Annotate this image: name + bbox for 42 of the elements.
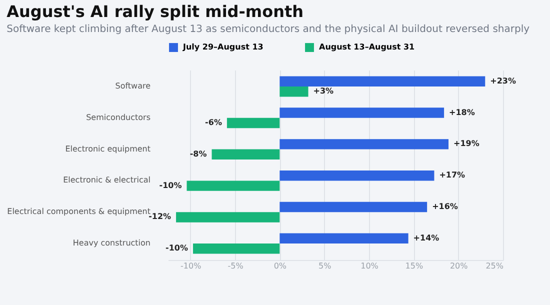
y-tick-label: Electrical components & equipment	[7, 207, 150, 216]
data-label: -6%	[205, 118, 222, 127]
x-tick-label: 15%	[405, 262, 424, 270]
chart-title: August's AI rally split mid-month	[6, 2, 304, 21]
data-label: -10%	[166, 244, 188, 253]
data-label: +19%	[454, 139, 480, 148]
data-label: +3%	[313, 86, 334, 96]
bar	[280, 108, 444, 118]
data-label: +14%	[413, 233, 440, 242]
y-tick-label: Electronic equipment	[65, 144, 150, 154]
y-tick-label: Electronic & electrical	[63, 176, 150, 185]
bar	[193, 244, 280, 254]
y-tick-label: Heavy construction	[72, 238, 150, 248]
chart-subtitle: Software kept climbing after August 13 as semiconductors and the physical AI buildout reversed sharply	[6, 24, 530, 35]
bar	[280, 76, 486, 86]
bar	[212, 149, 280, 160]
data-label: +23%	[490, 76, 516, 86]
bar	[176, 212, 280, 222]
legend-label: July 29–August 13	[182, 42, 264, 52]
bar	[280, 86, 308, 97]
bar	[280, 233, 408, 244]
data-label: +18%	[449, 108, 475, 117]
bar	[280, 202, 428, 212]
data-label: +17%	[439, 170, 466, 180]
x-tick-label: -10%	[180, 262, 202, 270]
x-tick-label: 5%	[318, 262, 332, 270]
bar	[226, 118, 280, 128]
y-tick-label: Semiconductors	[86, 112, 150, 122]
data-label: +16%	[432, 202, 458, 212]
x-tick-label: 20%	[450, 262, 468, 270]
x-tick-label: 10%	[360, 262, 379, 270]
legend-label: August 13–August 31	[319, 42, 416, 52]
x-tick-label: -5%	[228, 262, 244, 270]
y-tick-label: Software	[115, 81, 151, 90]
x-tick-label: 25%	[486, 262, 504, 270]
data-label: -12%	[148, 212, 172, 222]
bar	[280, 170, 434, 181]
bar	[280, 139, 449, 150]
bar	[186, 180, 280, 191]
x-tick-label: 0%	[274, 262, 287, 270]
data-label: -8%	[190, 149, 207, 158]
data-label: -10%	[159, 180, 182, 190]
